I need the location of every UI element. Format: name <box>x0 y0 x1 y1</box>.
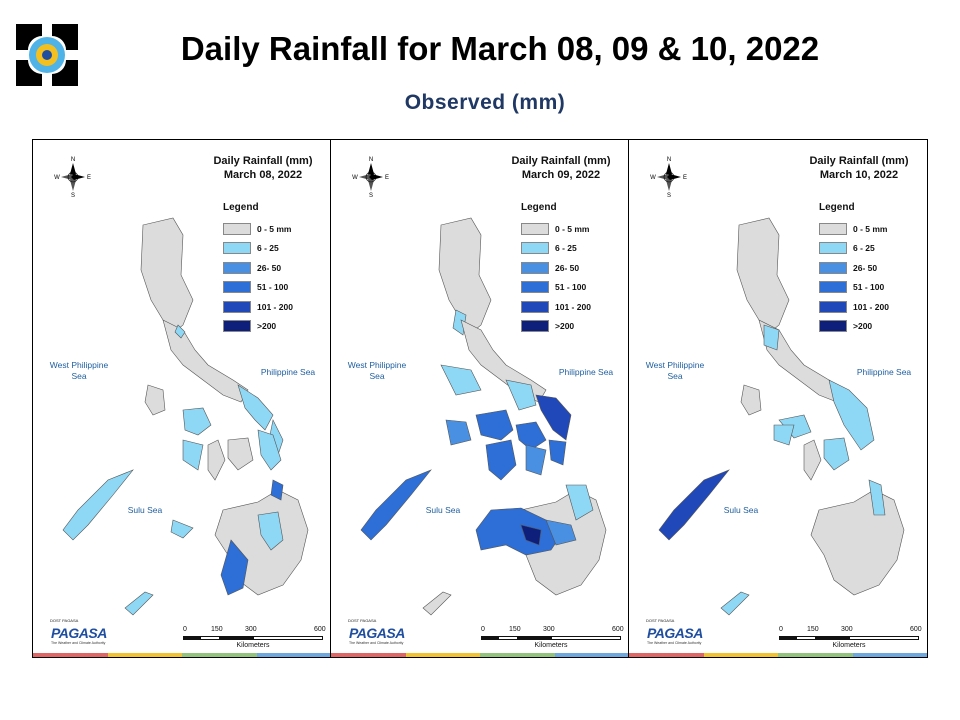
page-subtitle: Observed (mm) <box>404 91 566 114</box>
sea-label-west: West Philippine Sea <box>645 360 705 381</box>
svg-text:S: S <box>369 193 373 198</box>
sea-label-sulu: Sulu Sea <box>425 505 461 515</box>
legend-item: >200 <box>223 317 323 337</box>
sea-label-east: Philippine Sea <box>558 367 614 377</box>
legend-item: 101 - 200 <box>819 297 919 317</box>
compass-e: E <box>87 175 91 181</box>
legend-item: 26- 50 <box>521 258 621 278</box>
compass-s: S <box>71 193 75 198</box>
scale-bar: 0 150 300 600 Kilometers <box>779 626 922 649</box>
legend-item: >200 <box>521 317 621 337</box>
legend: Legend 0 - 5 mm 6 - 25 26- 50 51 - 100 1… <box>223 202 323 336</box>
legend-item: 0 - 5 mm <box>521 219 621 239</box>
legend: Legend 0 - 5 mm 6 - 25 26- 50 51 - 100 1… <box>521 202 621 336</box>
svg-text:S: S <box>667 193 671 198</box>
philippines-map <box>360 217 607 616</box>
panel-title: Daily Rainfall (mm) March 08, 2022 <box>213 155 313 181</box>
legend-item: 6 - 25 <box>223 239 323 259</box>
legend-item: 51 - 100 <box>819 278 919 298</box>
color-strip <box>629 653 927 657</box>
color-strip <box>33 653 330 657</box>
pagasa-logo: DOST PAGASA PAGASA The Weather and Clima… <box>646 618 703 645</box>
svg-text:N: N <box>667 157 671 163</box>
pagasa-logo: DOST PAGASA PAGASA The Weather and Clima… <box>50 618 107 645</box>
sea-label-west: West Philippine Sea <box>49 360 109 381</box>
compass-rose-icon: N S W E <box>650 157 687 198</box>
scale-bar: 0 150 300 600 Kilometers <box>183 626 326 649</box>
svg-text:W: W <box>352 175 358 181</box>
legend-item: 101 - 200 <box>521 297 621 317</box>
map-panel-march-10: N S W E Daily Rainfall (mm) March 10, 20… <box>629 140 927 657</box>
sea-label-east: Philippine Sea <box>260 367 316 377</box>
panel-title: Daily Rainfall (mm) March 09, 2022 <box>511 155 611 181</box>
dost-logo <box>14 22 80 88</box>
sea-label-east: Philippine Sea <box>856 367 912 377</box>
legend-item: 0 - 5 mm <box>819 219 919 239</box>
legend-item: 6 - 25 <box>819 239 919 259</box>
page-title: Daily Rainfall for March 08, 09 & 10, 20… <box>180 30 820 67</box>
compass-rose-icon: N S W E <box>54 157 91 198</box>
svg-text:N: N <box>369 157 373 163</box>
map-panels: N S W E Daily Rainfall (mm) March 08, 20… <box>32 139 928 658</box>
sea-label-sulu: Sulu Sea <box>127 505 163 515</box>
compass-n: N <box>71 157 75 163</box>
legend-item: 26- 50 <box>819 258 919 278</box>
legend-item: 6 - 25 <box>521 239 621 259</box>
map-panel-march-09: N S W E Daily Rainfall (mm) March 09, 20… <box>331 140 629 657</box>
scale-bar: 0 150 300 600 Kilometers <box>481 626 624 649</box>
svg-text:E: E <box>683 175 687 181</box>
legend-item: 51 - 100 <box>521 278 621 298</box>
svg-text:E: E <box>385 175 389 181</box>
color-strip <box>331 653 628 657</box>
compass-rose-icon: N S W E <box>352 157 389 198</box>
legend-item: >200 <box>819 317 919 337</box>
legend: Legend 0 - 5 mm 6 - 25 26- 50 51 - 100 1… <box>819 202 919 336</box>
svg-text:W: W <box>650 175 656 181</box>
pagasa-logo: DOST PAGASA PAGASA The Weather and Clima… <box>348 618 405 645</box>
sea-label-west: West Philippine Sea <box>347 360 407 381</box>
legend-item: 26- 50 <box>223 258 323 278</box>
legend-item: 0 - 5 mm <box>223 219 323 239</box>
sea-label-sulu: Sulu Sea <box>723 505 759 515</box>
panel-title: Daily Rainfall (mm) March 10, 2022 <box>809 155 909 181</box>
legend-item: 101 - 200 <box>223 297 323 317</box>
philippines-map <box>658 217 905 616</box>
compass-w: W <box>54 175 60 181</box>
legend-item: 51 - 100 <box>223 278 323 298</box>
philippines-map <box>62 217 309 616</box>
map-panel-march-08: N S W E Daily Rainfall (mm) March 08, 20… <box>33 140 331 657</box>
